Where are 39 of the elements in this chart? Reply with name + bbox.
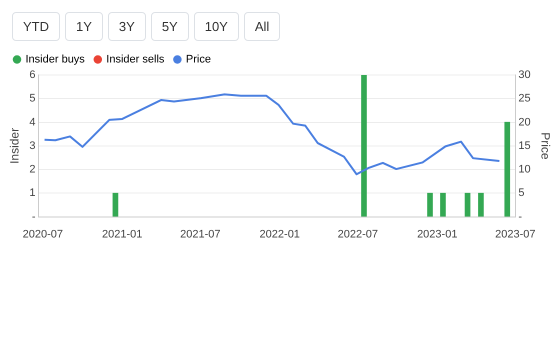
y-tick-label: 3 [29, 140, 36, 152]
bar [504, 122, 510, 217]
x-tick-label: 2021-01 [102, 228, 142, 240]
y2-tick-label: - [518, 210, 522, 223]
y-axis-title: Insider [8, 128, 22, 164]
x-tick-label: 2023-07 [495, 228, 536, 240]
x-tick-label: 2023-01 [417, 228, 458, 240]
y2-tick-label: 10 [518, 164, 531, 176]
y2-tick-label: 30 [518, 69, 531, 82]
y-tick-label: - [32, 210, 36, 223]
text: All [244, 12, 280, 41]
legend-label: Insider sells [106, 54, 165, 66]
x-tick-label: 2022-01 [260, 228, 300, 240]
x-tick-label: 2021-07 [180, 228, 221, 240]
y2-axis-title: Price [538, 132, 552, 160]
bar [464, 192, 470, 217]
x-tick-label: 2022-07 [338, 228, 378, 240]
y-tick-label: 4 [29, 116, 36, 128]
y-tick-label: 2 [29, 164, 36, 176]
bar [427, 192, 433, 217]
legend-label: Insider buys [26, 54, 86, 66]
y-tick-label: 1 [29, 187, 36, 200]
text: 5Y [150, 12, 189, 41]
x-tick-label: 2020-07 [22, 228, 64, 240]
bar [361, 75, 367, 217]
text: 3Y [108, 12, 146, 41]
y2-tick-label: 15 [518, 140, 531, 152]
y2-tick-label: 5 [518, 187, 524, 200]
y-tick-label: 5 [29, 92, 36, 105]
y2-tick-label: 25 [518, 92, 531, 105]
bar [440, 192, 446, 217]
text: 1Y [65, 12, 103, 41]
text: 10Y [194, 12, 239, 41]
bar [478, 192, 484, 217]
bar [112, 192, 118, 217]
text: YTD [12, 12, 60, 41]
y2-tick-label: 20 [518, 116, 531, 128]
y-tick-label: 6 [29, 69, 36, 82]
legend-label: Price [186, 54, 211, 66]
